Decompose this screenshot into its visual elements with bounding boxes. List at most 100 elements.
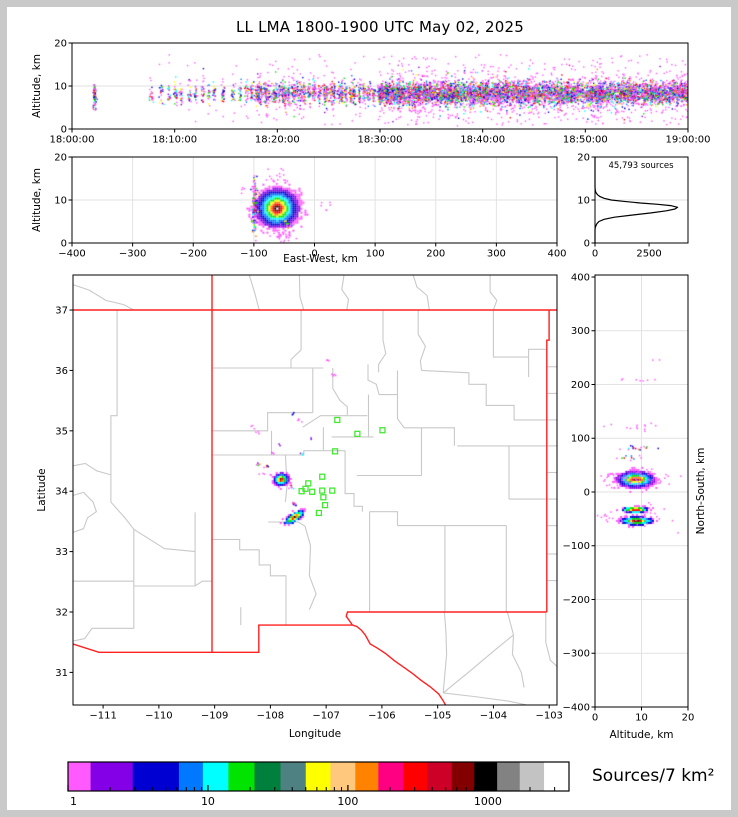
colorbar-segment xyxy=(202,762,229,791)
tick-label: 19:00:00 xyxy=(666,135,711,146)
colorbar-tick-label: 10 xyxy=(201,795,215,808)
tick-label: 36 xyxy=(55,366,68,377)
flash-marker-square xyxy=(298,488,305,495)
tick-label: 18:10:00 xyxy=(152,135,197,146)
colorbar-segment xyxy=(305,762,331,791)
total-sources-annotation: 45,793 sources xyxy=(608,161,674,171)
tick-label: −108 xyxy=(257,711,284,722)
tick-label: 0 xyxy=(584,239,590,250)
flash-marker-square xyxy=(379,427,386,434)
altitude-histogram-curve xyxy=(594,157,679,243)
tick-label: 20 xyxy=(577,153,590,164)
flash-marker-square xyxy=(320,494,327,501)
colorbar-tick-label: 1000 xyxy=(474,795,502,808)
colorbar-segment xyxy=(427,762,453,791)
tick-label: −200 xyxy=(563,595,590,606)
ns-altitude-panel xyxy=(594,274,689,708)
tick-label: 18:40:00 xyxy=(460,135,505,146)
figure-title: LL LMA 1800-1900 UTC May 02, 2025 xyxy=(235,18,525,36)
tick-label: 35 xyxy=(55,426,68,437)
tick-label: 18:30:00 xyxy=(358,135,403,146)
axis-label-altitude: Altitude, km xyxy=(31,54,43,118)
tick-label: −300 xyxy=(563,649,590,660)
flash-marker-square xyxy=(319,487,326,494)
colorbar-segment xyxy=(451,762,475,791)
tick-label: 34 xyxy=(55,487,68,498)
colorbar-segment xyxy=(378,762,404,791)
tick-label: 32 xyxy=(55,607,68,618)
ew-altitude-panel xyxy=(71,156,558,244)
tick-label: 20 xyxy=(54,153,67,164)
tick-label: 0 xyxy=(584,487,590,498)
colorbar-segment xyxy=(68,762,92,791)
tick-label: 300 xyxy=(571,326,590,337)
tick-label: 200 xyxy=(426,249,445,260)
axis-label-east-west: East-West, km xyxy=(283,253,358,265)
flash-marker-square xyxy=(309,488,316,495)
tick-label: −107 xyxy=(312,711,339,722)
axis-label-altitude: Altitude, km xyxy=(609,729,673,741)
tick-label: −111 xyxy=(89,711,116,722)
tick-label: 0 xyxy=(592,713,598,724)
axis-label-latitude: Latitude xyxy=(36,468,48,511)
tick-label: −100 xyxy=(240,249,267,260)
flash-marker-square xyxy=(354,430,361,437)
tick-label: 400 xyxy=(571,272,590,283)
colorbar-segment xyxy=(519,762,545,791)
tick-label: 20 xyxy=(682,713,695,724)
flash-marker-square xyxy=(305,480,312,487)
tick-label: −200 xyxy=(180,249,207,260)
flash-marker-square xyxy=(315,509,323,517)
map-panel xyxy=(72,274,558,706)
tick-label: −106 xyxy=(368,711,395,722)
colorbar-segment xyxy=(178,762,204,791)
tick-label: 10 xyxy=(635,713,648,724)
tick-label: 400 xyxy=(547,249,566,260)
tick-label: 37 xyxy=(55,306,68,317)
colorbar-segment xyxy=(132,762,180,791)
colorbar-segment xyxy=(403,762,428,791)
tick-label: 31 xyxy=(55,668,68,679)
colorbar-label: Sources/7 km² xyxy=(592,766,715,786)
tick-label: −400 xyxy=(563,703,590,714)
tick-label: 300 xyxy=(487,249,506,260)
flash-marker-square xyxy=(319,473,326,480)
tick-label: −105 xyxy=(424,711,451,722)
tick-label: 0 xyxy=(61,125,67,136)
colorbar-tick-label: 1 xyxy=(70,795,77,808)
flash-marker-square xyxy=(329,487,336,494)
tick-label: −400 xyxy=(58,249,85,260)
colorbar-segment xyxy=(280,762,307,791)
axis-label-altitude: Altitude, km xyxy=(31,168,43,232)
tick-label: −100 xyxy=(563,541,590,552)
tick-label: −300 xyxy=(119,249,146,260)
colorbar-segment xyxy=(228,762,255,791)
colorbar-segment xyxy=(355,762,379,791)
tick-label: 200 xyxy=(571,380,590,391)
axis-label-longitude: Longitude xyxy=(289,728,341,740)
colorbar-segment xyxy=(90,762,134,791)
tick-label: −110 xyxy=(145,711,172,722)
tick-label: 2500 xyxy=(636,249,661,260)
colorbar-segment xyxy=(330,762,356,791)
tick-label: 18:20:00 xyxy=(255,135,300,146)
tick-label: 10 xyxy=(577,196,590,207)
axis-label-north-south: North-South, km xyxy=(695,448,707,535)
tick-label: 18:00:00 xyxy=(50,135,95,146)
tick-label: 0 xyxy=(61,239,67,250)
tick-label: 18:50:00 xyxy=(563,135,608,146)
flash-marker-square xyxy=(331,448,339,455)
tick-label: 0 xyxy=(592,249,598,260)
tick-label: 20 xyxy=(54,39,67,50)
flash-marker-square xyxy=(321,501,329,509)
tick-label: 0 xyxy=(311,249,317,260)
colorbar-segment xyxy=(544,762,570,791)
colorbar-segment xyxy=(254,762,282,791)
tick-label: −109 xyxy=(201,711,228,722)
tick-label: −103 xyxy=(535,711,562,722)
tick-label: 100 xyxy=(366,249,385,260)
colorbar-segment xyxy=(474,762,498,791)
